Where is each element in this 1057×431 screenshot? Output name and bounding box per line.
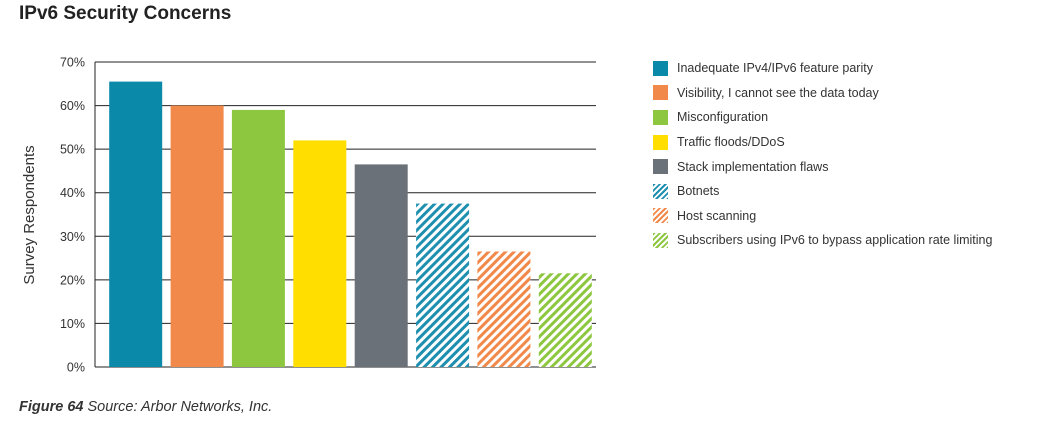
legend-item: Host scanning	[653, 204, 992, 229]
y-tick-label: 70%	[60, 56, 85, 70]
bar	[477, 251, 531, 367]
y-tick-label: 20%	[60, 273, 85, 287]
y-tick-label: 0%	[67, 361, 85, 375]
y-axis-label: Survey Respondents	[21, 145, 38, 284]
legend-item: Inadequate IPv4/IPv6 feature parity	[653, 56, 992, 81]
legend-swatch	[653, 183, 668, 199]
figure-caption: Figure 64 Source: Arbor Networks, Inc.	[19, 399, 272, 415]
bar	[354, 164, 408, 367]
bar	[416, 203, 470, 367]
y-tick-label: 60%	[60, 99, 85, 113]
y-tick-label: 50%	[60, 143, 85, 157]
legend-item: Stack implementation flaws	[653, 154, 992, 179]
legend-label: Traffic floods/DDoS	[677, 135, 785, 150]
legend-swatch	[653, 60, 668, 76]
figure-source: Source: Arbor Networks, Inc.	[87, 399, 273, 415]
bar	[109, 81, 163, 367]
legend-item: Traffic floods/DDoS	[653, 130, 992, 155]
legend-item: Visibility, I cannot see the data today	[653, 81, 992, 106]
bar	[231, 109, 285, 368]
legend-label: Host scanning	[677, 208, 757, 223]
legend-item: Misconfiguration	[653, 105, 992, 130]
bars	[109, 81, 592, 368]
legend-label: Visibility, I cannot see the data today	[677, 85, 879, 100]
bar	[293, 140, 347, 367]
bar	[170, 105, 224, 367]
legend-swatch	[653, 232, 668, 248]
legend-swatch	[653, 208, 668, 224]
legend-item: Botnets	[653, 179, 992, 204]
y-tick-label: 40%	[60, 186, 85, 200]
legend-item: Subscribers using IPv6 to bypass applica…	[653, 228, 992, 253]
legend: Inadequate IPv4/IPv6 feature parity Visib…	[653, 56, 992, 253]
legend-label: Misconfiguration	[677, 110, 769, 125]
y-tick-label: 10%	[60, 317, 85, 331]
legend-label: Botnets	[677, 184, 720, 199]
chart-title: IPv6 Security Concerns	[19, 3, 232, 24]
y-axis-ticks: 0% 10% 20% 30% 40% 50% 60% 70%	[60, 56, 85, 375]
legend-label: Inadequate IPv4/IPv6 feature parity	[677, 61, 873, 76]
legend-label: Subscribers using IPv6 to bypass applica…	[677, 233, 993, 248]
legend-swatch	[653, 134, 668, 150]
legend-swatch	[653, 109, 668, 125]
bar	[538, 273, 592, 367]
legend-swatch	[653, 159, 668, 175]
y-tick-label: 30%	[60, 230, 85, 244]
legend-swatch	[653, 85, 668, 101]
figure-number: Figure 64	[19, 399, 84, 415]
legend-label: Stack implementation flaws	[677, 159, 829, 174]
